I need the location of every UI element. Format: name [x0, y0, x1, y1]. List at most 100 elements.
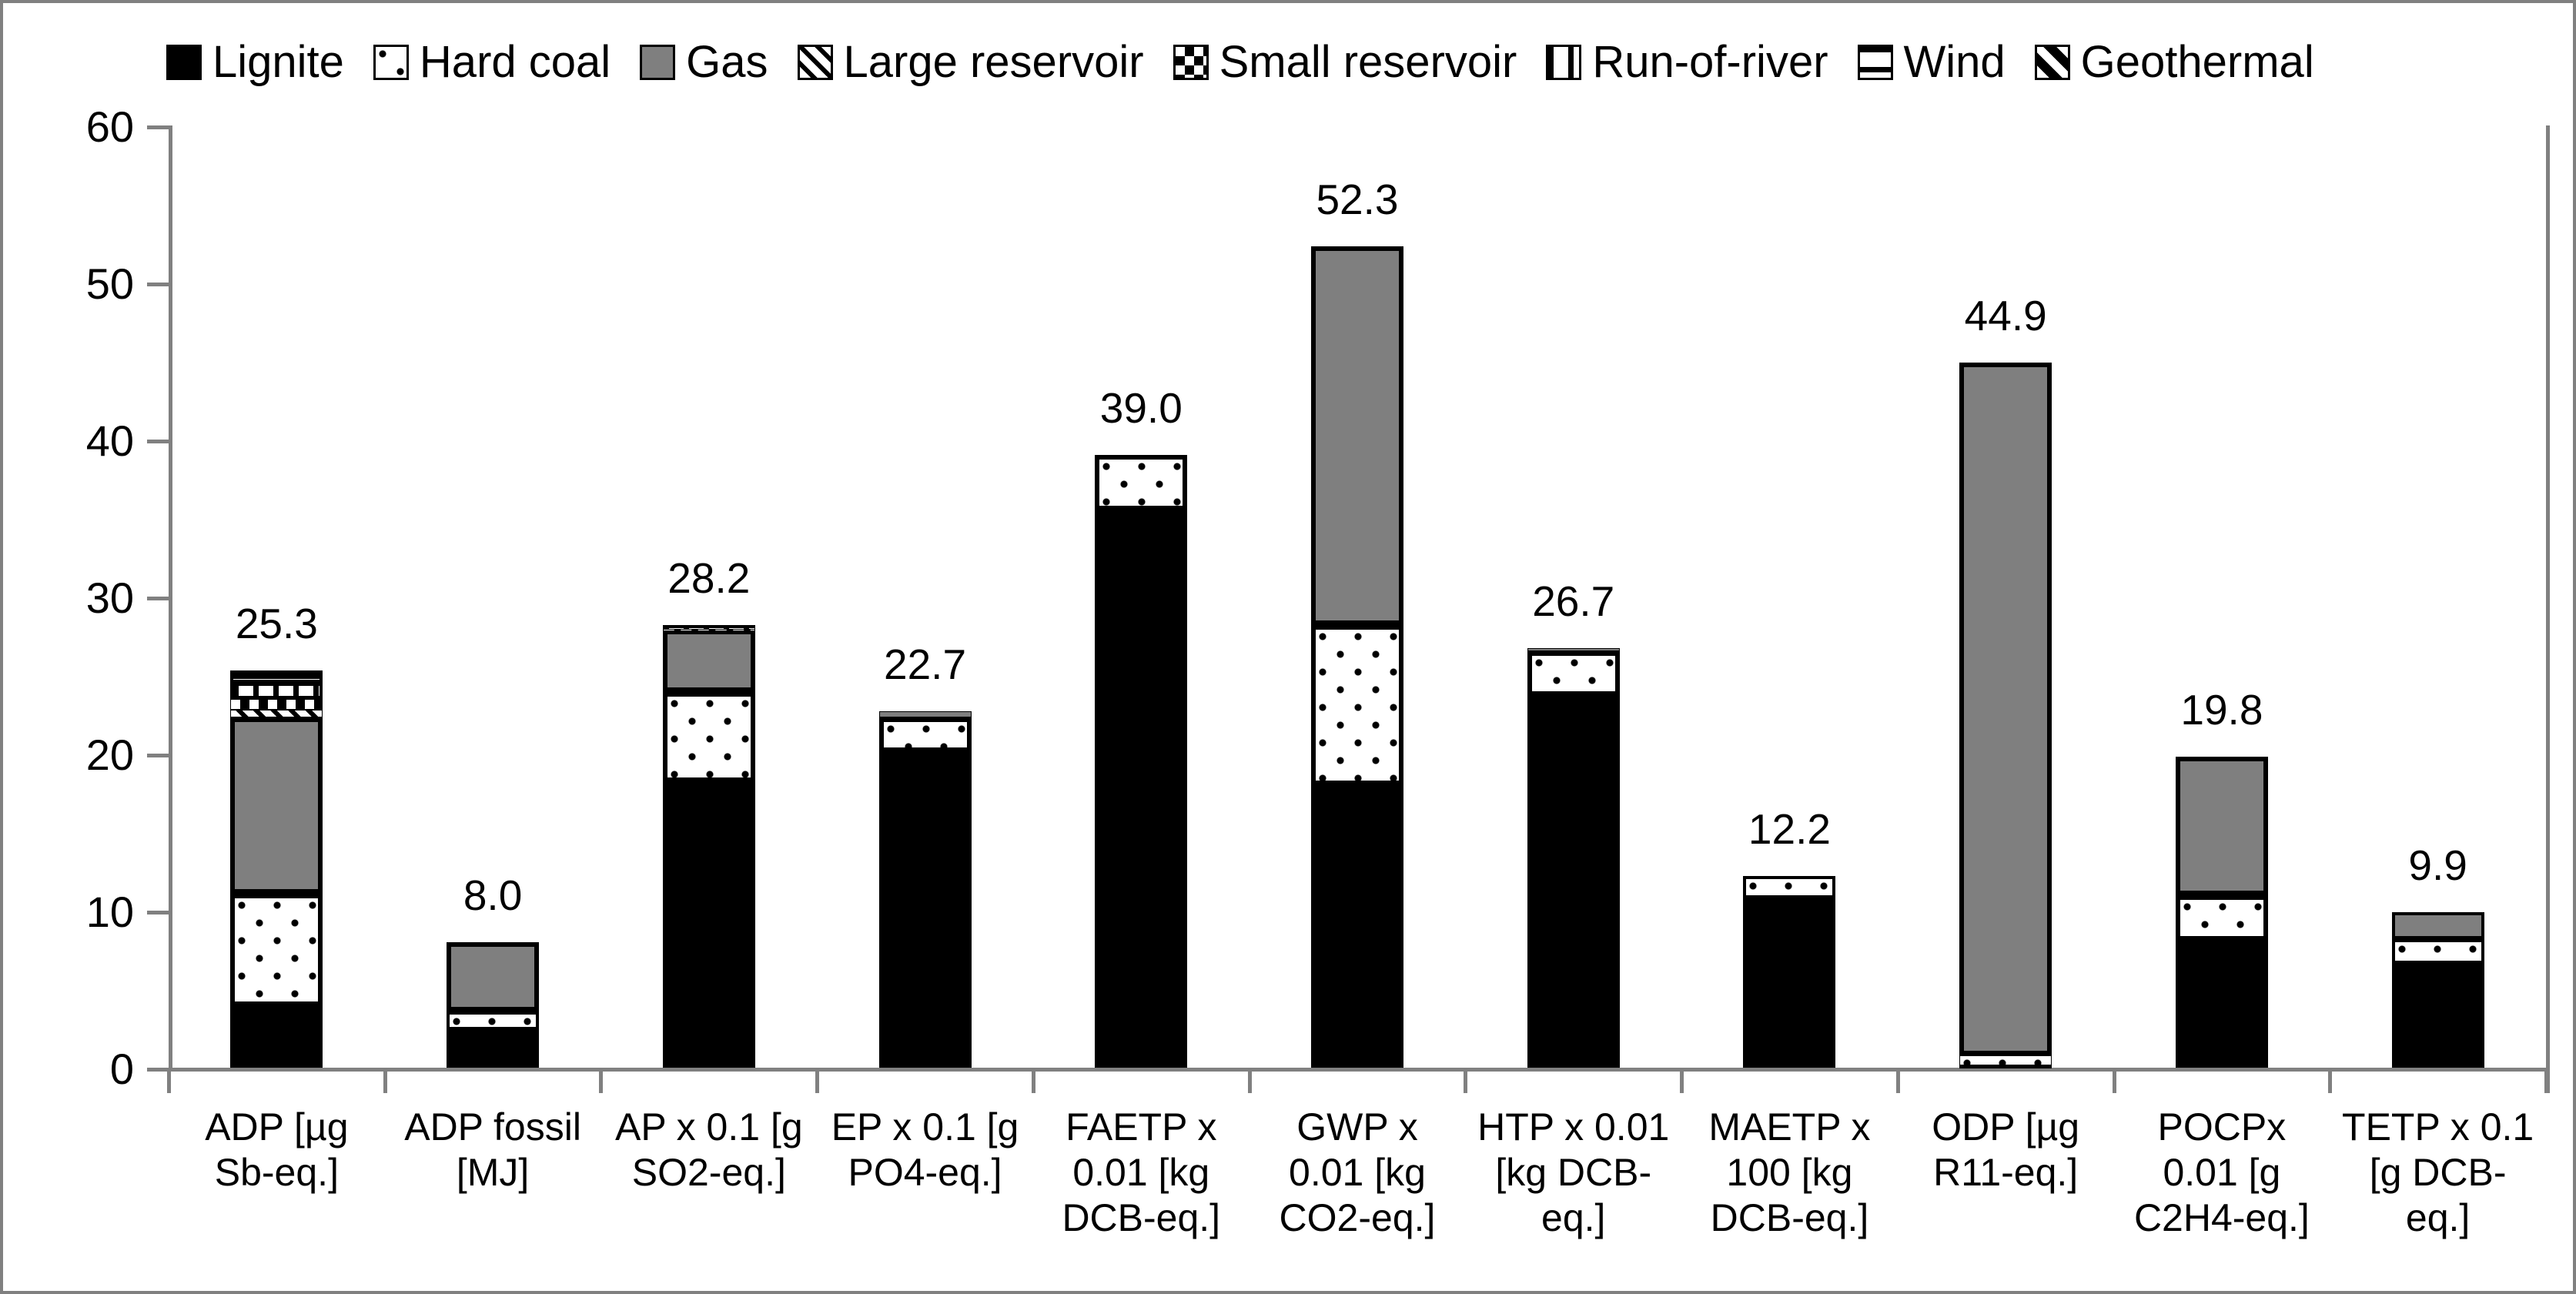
legend-item-diag-thick: Geothermal [2034, 40, 2314, 85]
legend-item-diag-thin: Large reservoir [797, 37, 1144, 87]
bar-segment-dots [662, 692, 755, 782]
bar-segment-solid-black [1527, 695, 1620, 1068]
bar-segment-solid-gray [2391, 912, 2484, 939]
bar-segment-solid-gray [447, 941, 540, 1011]
value-label: 52.3 [1316, 176, 1399, 224]
y-tick-label: 20 [85, 731, 134, 779]
x-axis-tick [2112, 1072, 2116, 1093]
bar-segment-dots [447, 1011, 540, 1031]
legend-label: Run-of-river [1592, 37, 1828, 87]
bar-segment-solid-black [1959, 1065, 2052, 1068]
legend-item-vert-lines: Run-of-river [1546, 40, 1828, 85]
vert-lines-swatch-icon [1546, 45, 1582, 80]
value-label: 25.3 [235, 599, 318, 647]
y-axis-tick [147, 754, 169, 757]
bar-segment-solid-black [1095, 510, 1188, 1068]
x-axis-tick [1680, 1072, 1684, 1093]
category-label: POCPx 0.01 [g C2H4-eq.] [2133, 1105, 2310, 1239]
category-label: ADP [µg Sb-eq.] [205, 1105, 349, 1194]
x-axis-tick [2328, 1072, 2333, 1093]
legend-label: Wind [1903, 37, 2006, 87]
y-axis-tick [147, 911, 169, 914]
legend-item-horiz-lines: Wind [1857, 37, 2006, 87]
x-axis-tick [2544, 1072, 2548, 1093]
bar-segment-dots [878, 717, 972, 752]
category-label: EP x 0.1 [g PO4-eq.] [831, 1105, 1019, 1194]
legend-item-solid-gray: Gas [640, 40, 768, 85]
bar-segment-solid-black [447, 1030, 540, 1068]
category-label: AP x 0.1 [g SO2-eq.] [614, 1105, 803, 1194]
bar-segment-dots [1743, 876, 1836, 898]
y-tick-label: 0 [109, 1045, 134, 1093]
y-axis-tick [147, 1068, 169, 1072]
plot-right-border [2546, 125, 2550, 1093]
y-tick-label: 30 [85, 573, 134, 622]
y-tick-label: 40 [85, 416, 134, 465]
bar-segment-solid-black [2175, 940, 2268, 1068]
value-label: 39.0 [1099, 384, 1183, 433]
y-tick-label: 60 [85, 102, 134, 151]
bar-segment-solid-black [230, 1006, 323, 1068]
x-axis-tick [1247, 1072, 1252, 1093]
legend-label: Lignite [212, 37, 344, 87]
category-label: HTP x 0.01 [kg DCB-eq.] [1477, 1105, 1670, 1239]
bar-segment-solid-gray [2175, 757, 2268, 895]
x-axis-tick [167, 1072, 171, 1093]
bar-segment-dots [2391, 938, 2484, 965]
bar-segment-solid-black [1743, 898, 1836, 1068]
category-label: FAETP x 0.01 [kg DCB-eq.] [1062, 1105, 1221, 1239]
bar-segment-dots [1527, 651, 1620, 696]
bar-segment-dots [2175, 894, 2268, 941]
category-label: TETP x 0.1 [g DCB-eq.] [2342, 1105, 2534, 1239]
bar-segment-solid-gray [230, 717, 323, 894]
x-axis-tick [815, 1072, 820, 1093]
legend-label: Small reservoir [1219, 37, 1517, 87]
bar-segment-solid-gray [878, 711, 972, 718]
legend-item-dots: Hard coal [373, 40, 611, 85]
bar-segment-dots [1311, 624, 1403, 785]
bar-segment-solid-gray [1311, 246, 1403, 625]
checker-swatch-icon [1173, 45, 1209, 80]
bar-segment-solid-gray [662, 629, 755, 693]
y-axis-tick [147, 125, 169, 129]
value-label: 8.0 [463, 871, 523, 919]
legend-label: Gas [686, 37, 768, 87]
bar-segment-horiz-lines [230, 670, 323, 684]
value-label: 44.9 [1964, 292, 2047, 340]
category-label: MAETP x 100 [kg DCB-eq.] [1708, 1105, 1871, 1239]
category-label: ADP fossil [MJ] [404, 1105, 581, 1194]
solid-gray-swatch-icon [640, 45, 676, 80]
legend-label: Large reservoir [843, 37, 1144, 87]
x-axis-tick [1895, 1072, 1900, 1093]
x-axis-tick [1464, 1072, 1468, 1093]
x-axis-tick [383, 1072, 387, 1093]
category-label: GWP x 0.01 [kg CO2-eq.] [1279, 1105, 1436, 1239]
value-label: 28.2 [667, 553, 751, 602]
bar-segment-dots [230, 893, 323, 1007]
bar-segment-solid-black [878, 751, 972, 1068]
diag-thick-swatch-icon [2034, 45, 2070, 80]
x-axis-tick [599, 1072, 604, 1093]
diag-thin-swatch-icon [797, 45, 833, 80]
bar-segment-horiz-lines [662, 624, 755, 628]
y-axis-tick [147, 597, 169, 600]
bar-segment-solid-black [662, 781, 755, 1068]
bar-segment-dots [1959, 1055, 2052, 1065]
bar-segment-diag-thin [230, 709, 323, 718]
y-tick-label: 10 [85, 888, 134, 936]
value-label: 26.7 [1532, 577, 1615, 626]
y-axis-line [169, 125, 172, 1072]
dots-swatch-icon [373, 45, 409, 80]
legend-item-checker: Small reservoir [1173, 40, 1517, 85]
value-label: 22.7 [884, 640, 967, 688]
x-axis-line [147, 1068, 2550, 1072]
legend-item-solid-black: Lignite [166, 40, 344, 85]
y-tick-label: 50 [85, 259, 134, 308]
legend-label: Hard coal [419, 37, 611, 87]
bar-segment-dots [1095, 455, 1188, 510]
bar-segment-checker [230, 698, 323, 710]
value-label: 12.2 [1748, 805, 1831, 854]
y-axis-tick [147, 283, 169, 286]
plot-area: 0 10 20 30 40 50 60 25.3 ADP [µg Sb-eq.] 8.0 ADP f… [3, 3, 2573, 1291]
